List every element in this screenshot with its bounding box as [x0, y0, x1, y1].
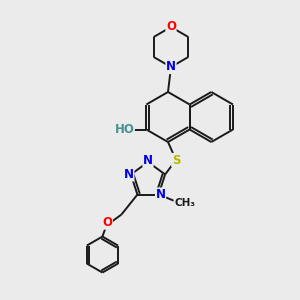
- Text: CH₃: CH₃: [174, 198, 195, 208]
- Text: O: O: [102, 216, 112, 229]
- Text: N: N: [143, 154, 153, 166]
- Text: N: N: [156, 188, 166, 201]
- Text: O: O: [166, 20, 176, 34]
- Text: HO: HO: [114, 123, 134, 136]
- Text: N: N: [124, 168, 134, 181]
- Text: N: N: [166, 61, 176, 74]
- Text: S: S: [172, 154, 180, 166]
